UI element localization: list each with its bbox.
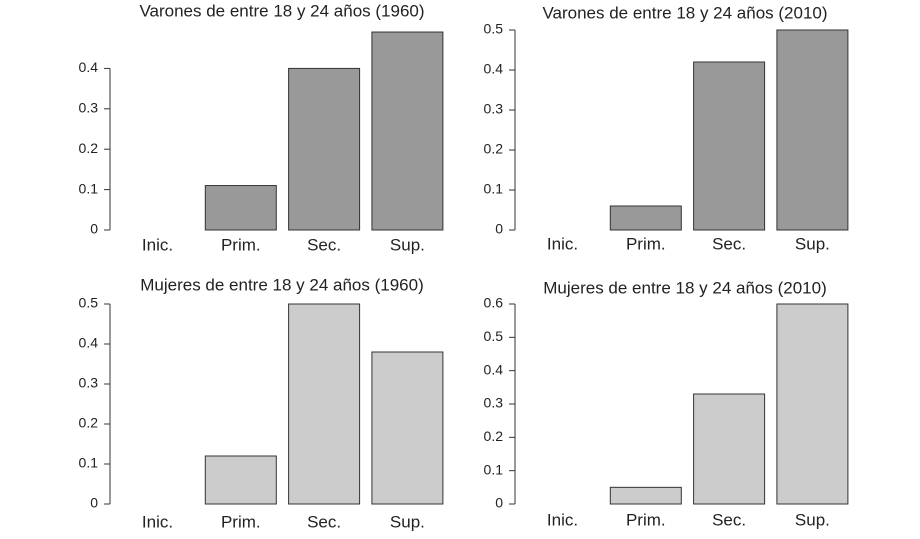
y-tick-label: 0.4 bbox=[484, 361, 504, 377]
y-tick-label: 0 bbox=[495, 495, 503, 511]
y-tick-label: 0.2 bbox=[484, 428, 504, 444]
x-tick-label: Inic. bbox=[142, 512, 173, 531]
x-tick-label: Sec. bbox=[307, 512, 341, 531]
y-tick-label: 0.5 bbox=[484, 328, 504, 344]
chart-title: Mujeres de entre 18 y 24 años (1960) bbox=[140, 275, 424, 294]
y-tick-label: 0 bbox=[495, 221, 503, 237]
y-tick-label: 0.3 bbox=[484, 395, 504, 411]
bar bbox=[776, 29, 849, 231]
bar bbox=[693, 393, 766, 505]
x-tick-label: Prim. bbox=[221, 512, 261, 531]
x-tick-label: Prim. bbox=[626, 234, 666, 253]
bar bbox=[288, 67, 361, 231]
bar bbox=[693, 61, 766, 231]
chart-title: Varones de entre 18 y 24 años (2010) bbox=[542, 3, 827, 22]
y-tick-label: 0 bbox=[90, 221, 98, 237]
y-tick-label: 0.2 bbox=[79, 140, 99, 156]
x-tick-label: Prim. bbox=[221, 235, 261, 254]
bar bbox=[204, 455, 277, 505]
y-tick-label: 0.1 bbox=[79, 455, 99, 471]
x-tick-label: Inic. bbox=[547, 510, 578, 529]
x-tick-label: Sec. bbox=[712, 234, 746, 253]
x-tick-label: Prim. bbox=[626, 510, 666, 529]
y-tick-label: 0.3 bbox=[79, 100, 99, 116]
bar bbox=[776, 303, 849, 505]
x-tick-label: Sup. bbox=[390, 235, 425, 254]
y-tick-label: 0.4 bbox=[79, 59, 99, 75]
y-tick-label: 0.3 bbox=[484, 101, 504, 117]
x-tick-label: Inic. bbox=[142, 235, 173, 254]
y-tick-label: 0.1 bbox=[79, 180, 99, 196]
y-tick-label: 0.2 bbox=[484, 141, 504, 157]
bar bbox=[371, 351, 444, 505]
bar bbox=[609, 205, 682, 231]
y-tick-label: 0.2 bbox=[79, 415, 99, 431]
bar bbox=[204, 185, 277, 231]
y-tick-label: 0.5 bbox=[79, 295, 99, 311]
x-tick-label: Sup. bbox=[795, 234, 830, 253]
y-tick-label: 0.4 bbox=[79, 335, 99, 351]
bar bbox=[609, 486, 682, 505]
y-tick-label: 0.5 bbox=[484, 21, 504, 37]
y-tick-label: 0.6 bbox=[484, 295, 504, 311]
x-tick-label: Sec. bbox=[712, 510, 746, 529]
chart-title: Mujeres de entre 18 y 24 años (2010) bbox=[543, 278, 827, 297]
x-tick-label: Sec. bbox=[307, 235, 341, 254]
y-tick-label: 0 bbox=[90, 495, 98, 511]
y-tick-label: 0.3 bbox=[79, 375, 99, 391]
y-tick-label: 0.1 bbox=[484, 181, 504, 197]
bar bbox=[371, 31, 444, 231]
x-tick-label: Sup. bbox=[390, 512, 425, 531]
y-tick-label: 0.1 bbox=[484, 461, 504, 477]
bar bbox=[288, 303, 361, 505]
chart-title: Varones de entre 18 y 24 años (1960) bbox=[139, 1, 424, 20]
x-tick-label: Inic. bbox=[547, 234, 578, 253]
y-tick-label: 0.4 bbox=[484, 61, 504, 77]
x-tick-label: Sup. bbox=[795, 510, 830, 529]
